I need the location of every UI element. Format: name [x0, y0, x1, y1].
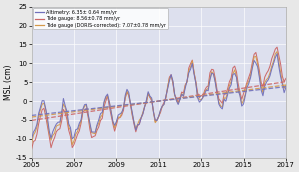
Y-axis label: MSL (cm): MSL (cm) — [4, 64, 13, 100]
Legend: Altimetry: 6.35± 0.64 mm/yr, Tide gauge: 8.56±0.78 mm/yr, Tide gauge (DORIS-corr: Altimetry: 6.35± 0.64 mm/yr, Tide gauge:… — [33, 8, 168, 29]
